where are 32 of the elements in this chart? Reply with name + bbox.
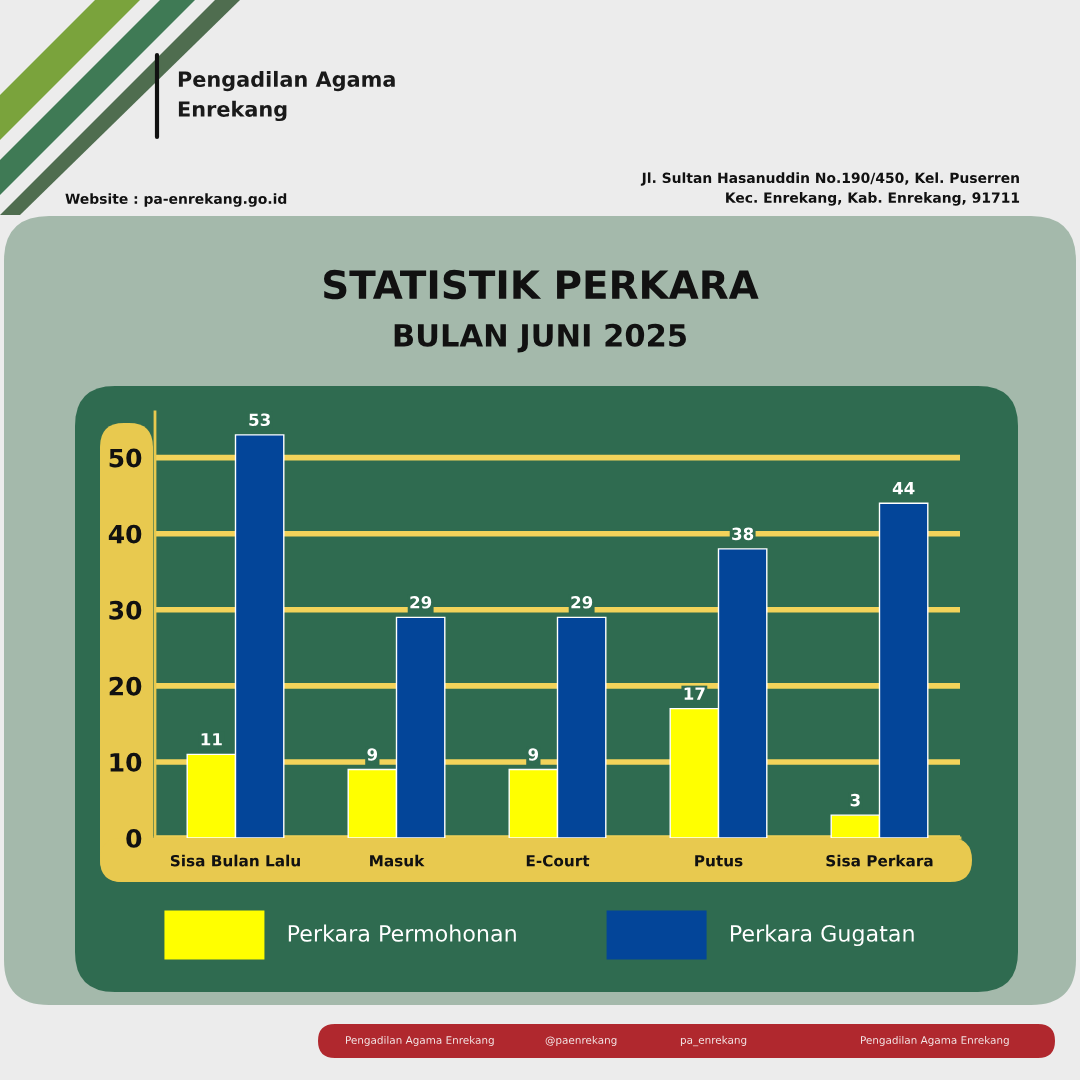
chart-subtitle: BULAN JUNI 2025 [394,323,686,353]
data-label: 9 [528,748,539,761]
text: @paenrekang [545,1035,617,1047]
x-tick-label: Masuk [370,854,425,867]
y-tick-label: 50 [109,448,142,468]
data-label: 29 [410,596,432,609]
text: Pengadilan Agama Enrekang [861,1035,1009,1047]
text: pa_enrekang [680,1035,747,1047]
chart-title: STATISTIK PERKARA [324,269,759,300]
legend-label: Perkara Permohonan [288,924,516,942]
text: Jl. Sultan Hasanuddin No.190/450, Kel. Puserren Kec. Enrekang, Kab. Enrekang, 91711 [640,172,1020,206]
y-tick-label: 40 [108,524,142,544]
x-tick-label: E-Court [526,854,590,867]
data-label: 11 [201,733,222,746]
data-label: 3 [850,793,860,807]
x-tick-label: Sisa Bulan Lalu [170,854,300,867]
data-label: 29 [571,596,593,609]
x-tick-label: Sisa Perkara [826,854,933,867]
y-tick-label: 20 [109,676,142,696]
data-label: 53 [249,413,270,427]
text: Website : pa-enrekang.go.id [65,193,287,207]
text: Pengadilan Agama Enrekang [178,70,395,122]
data-label: 38 [732,527,754,541]
legend-label: Perkara Gugatan [730,924,914,947]
x-tick-label: Putus [695,855,743,867]
data-label: 9 [367,748,378,761]
data-label: 44 [892,482,915,495]
data-label: 17 [684,687,705,700]
y-tick-label: 10 [110,752,142,772]
text: Pengadilan Agama Enrekang [346,1035,494,1047]
y-tick-label: 0 [126,828,142,848]
y-tick-label: 30 [109,600,142,620]
